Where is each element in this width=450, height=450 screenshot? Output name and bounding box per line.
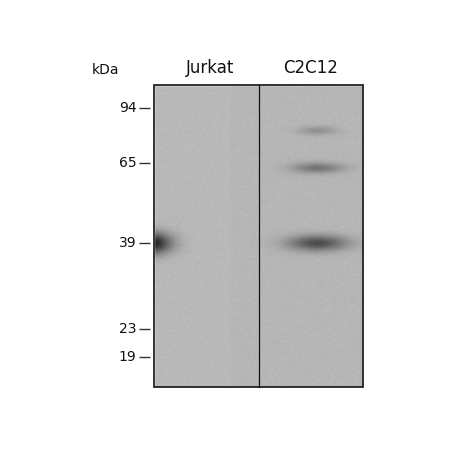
Text: 23: 23	[119, 323, 136, 337]
Bar	[154, 85, 363, 387]
Bar	[259, 85, 363, 387]
Text: Jurkat: Jurkat	[186, 58, 234, 76]
Bar	[154, 85, 259, 387]
Text: 19: 19	[119, 350, 136, 364]
Text: C2C12: C2C12	[284, 58, 338, 76]
Text: 65: 65	[119, 156, 136, 170]
Text: 94: 94	[119, 101, 136, 115]
Text: 39: 39	[119, 236, 136, 250]
Text: kDa: kDa	[91, 63, 119, 76]
